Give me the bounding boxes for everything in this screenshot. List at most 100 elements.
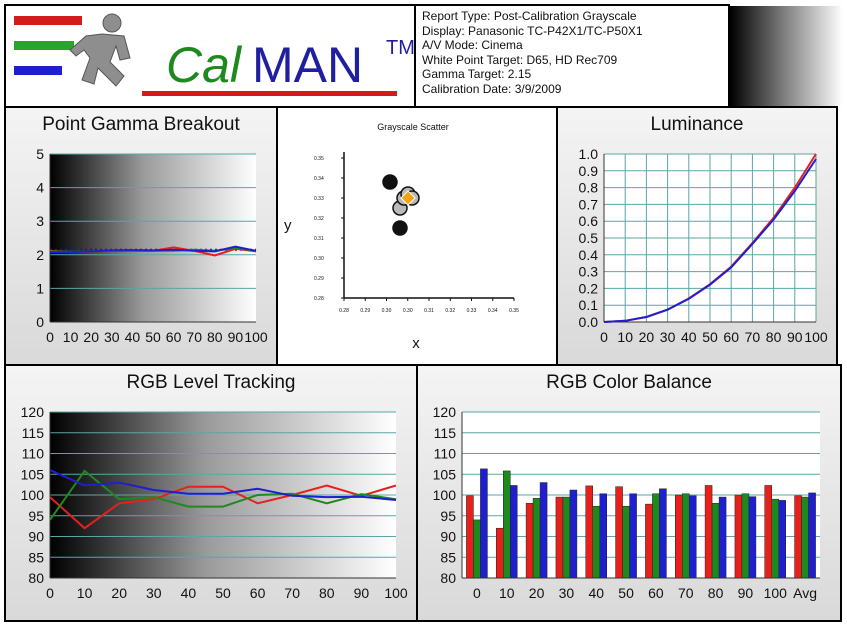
x-tick-label: 70 — [745, 329, 761, 345]
green-bar — [592, 505, 600, 579]
x-tick-label: 10 — [63, 329, 79, 345]
y-tick-label: 100 — [433, 487, 457, 503]
x-tick-label: 50 — [618, 585, 634, 601]
x-tick-label: 0 — [46, 585, 54, 601]
x-tick-label: 0.30 — [403, 308, 413, 314]
x-tick-label: 70 — [186, 329, 202, 345]
blue-bar — [778, 500, 786, 579]
y-tick-label: 0.0 — [579, 314, 599, 330]
red-bar — [615, 486, 623, 579]
x-tick-label: 80 — [319, 585, 335, 601]
y-tick-label: 115 — [22, 425, 45, 441]
x-tick-label: 40 — [181, 585, 197, 601]
green-bar — [473, 519, 481, 579]
x-tick-label: 10 — [499, 585, 515, 601]
x-tick-label: 90 — [787, 329, 803, 345]
blue-bar — [510, 485, 518, 579]
x-axis-label: x — [412, 335, 420, 352]
x-tick-label: 0.34 — [488, 308, 498, 314]
x-tick-label: 90 — [228, 329, 244, 345]
green-series-line — [49, 469, 397, 521]
balance-title: RGB Color Balance — [546, 372, 712, 393]
x-tick-label: 80 — [766, 329, 782, 345]
x-tick-label: 50 — [702, 329, 718, 345]
y-tick-label: 5 — [36, 146, 44, 162]
blue-series-line — [49, 469, 397, 501]
logo-man-text: MAN — [252, 37, 363, 93]
y-tick-label: 110 — [22, 446, 45, 462]
x-tick-label: 0.31 — [424, 308, 434, 314]
grayscale-gradient-strip — [730, 6, 843, 106]
y-tick-label: 105 — [433, 466, 457, 482]
blue-bar — [539, 482, 548, 579]
balance-chart: 80 85 90 95 100 105 110 115 120 0 10 20 30 40 50 60 70 80… — [433, 404, 820, 601]
green-bar — [741, 493, 750, 579]
green-bar — [652, 493, 660, 579]
scatter-point — [392, 220, 408, 236]
report-panel: Report Type: Post-Calibration Grayscale … — [416, 4, 730, 108]
scatter-chart: 0.28 0.29 0.30 0.31 0.32 0.33 0.34 0.35 0.28 0.29… — [284, 152, 519, 352]
red-bar — [794, 495, 802, 579]
blue-bar — [808, 492, 816, 579]
red-bar — [645, 503, 653, 579]
blue-bar — [599, 493, 607, 579]
x-tick-label: 60 — [648, 585, 664, 601]
blue-bar — [689, 495, 697, 579]
report-info: Report Type: Post-Calibration Grayscale … — [422, 9, 643, 97]
y-tick-label: 120 — [21, 404, 45, 420]
luminance-panel: Luminance 0.0 0.1 0.2 0.3 0.4 0.5 0.6 0.7 0.8 0.9… — [556, 106, 838, 366]
y-tick-label: 100 — [21, 487, 45, 503]
red-bar — [466, 495, 474, 579]
y-tick-label: 0.3 — [579, 264, 599, 280]
blue-series-line — [603, 158, 817, 323]
x-tick-label: 0 — [46, 329, 54, 345]
x-tick-label: 90 — [354, 585, 370, 601]
x-tick-label: 90 — [738, 585, 754, 601]
blue-bar — [659, 488, 667, 579]
y-tick-label: 0 — [36, 314, 44, 330]
y-tick-label: 0.2 — [579, 280, 599, 296]
y-tick-label: 0.4 — [579, 247, 599, 263]
x-tick-label: 60 — [250, 585, 266, 601]
y-tick-label: 80 — [440, 570, 456, 586]
tracking-panel: RGB Level Tracking 80 85 90 95 100 105 110 115 1… — [4, 364, 418, 622]
x-tick-label: 30 — [559, 585, 575, 601]
x-tick-label: 0.33 — [467, 308, 477, 314]
y-tick-label: 95 — [28, 508, 44, 524]
blue-bar — [629, 493, 637, 579]
x-tick-label: 80 — [708, 585, 724, 601]
report-display: Display: Panasonic TC-P42X1/TC-P50X1 — [422, 23, 643, 38]
x-tick-label: 0.32 — [445, 308, 455, 314]
green-bar — [682, 493, 690, 579]
blue-bar — [480, 468, 488, 579]
plot-background — [50, 154, 256, 322]
red-bar — [675, 494, 683, 579]
x-tick-label: 40 — [125, 329, 141, 345]
y-tick-label: 0.30 — [314, 256, 324, 262]
red-series-line — [49, 484, 397, 530]
x-tick-label: 50 — [145, 329, 161, 345]
x-tick-label: 100 — [804, 329, 828, 345]
green-bar — [532, 498, 541, 579]
x-tick-label: 20 — [111, 585, 127, 601]
y-tick-label: 0.1 — [579, 297, 599, 313]
x-tick-label: 0.28 — [339, 308, 349, 314]
blue-bar — [718, 496, 727, 579]
report-calibration-date: Calibration Date: 3/9/2009 — [422, 81, 562, 96]
logo-tm-text: TM — [386, 37, 414, 59]
y-tick-label: 1 — [36, 280, 44, 296]
x-tick-label: 0.35 — [509, 308, 519, 314]
y-tick-label: 0.7 — [579, 196, 599, 212]
x-tick-label: 70 — [678, 585, 694, 601]
y-tick-label: 0.6 — [579, 213, 599, 229]
gamma-panel: Point Gamma Breakout 0 1 2 3 4 5 0 10 20 30 40 50 60… — [4, 106, 278, 366]
blue-series-line — [50, 245, 257, 254]
gamma-title: Point Gamma Breakout — [42, 114, 240, 135]
y-tick-label: 0.35 — [314, 156, 324, 162]
green-bar — [711, 503, 720, 579]
x-tick-label: 30 — [146, 585, 162, 601]
logo-underline — [142, 91, 397, 96]
y-tick-label: 4 — [36, 180, 44, 196]
y-tick-label: 0.8 — [579, 180, 599, 196]
